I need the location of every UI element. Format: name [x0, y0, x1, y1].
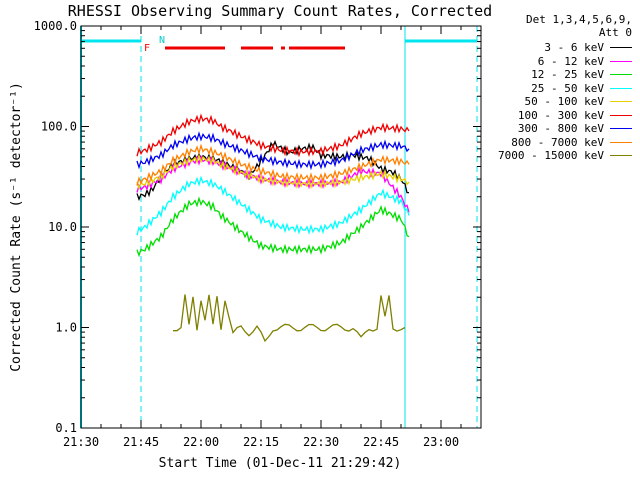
- legend-label: 50 - 100 keV: [524, 95, 604, 108]
- legend-swatch: [610, 128, 632, 129]
- legend-swatch: [610, 155, 632, 156]
- series-line-9: [173, 294, 406, 343]
- y-tick-label: 1000.0: [34, 19, 77, 33]
- legend-item: 25 - 50 keV: [531, 82, 632, 95]
- legend-swatch: [610, 141, 632, 143]
- legend-item: 12 - 25 keV: [531, 68, 632, 81]
- series-line-8: [136, 143, 410, 186]
- legend-swatch: [610, 114, 632, 116]
- legend-label: 7000 - 15000 keV: [498, 149, 604, 162]
- x-tick-label: 22:15: [243, 435, 279, 449]
- legend-label: 12 - 25 keV: [531, 68, 604, 81]
- series-line-4: [136, 175, 410, 236]
- legend-label: 300 - 800 keV: [517, 122, 604, 135]
- legend-item: 100 - 300 keV: [518, 109, 632, 122]
- legend-swatch: [610, 87, 632, 89]
- legend-item: 7000 - 15000 keV: [498, 149, 632, 162]
- series-line-5: [136, 153, 410, 191]
- legend-item: 50 - 100 keV: [525, 95, 632, 108]
- legend-label: 800 - 7000 keV: [511, 135, 604, 149]
- legend-label: 3 - 6 keV: [544, 41, 604, 54]
- x-tick-label: 22:45: [363, 435, 399, 449]
- legend-item: 6 - 12 keV: [538, 55, 632, 68]
- series-line-3: [136, 196, 410, 258]
- series-line-7: [136, 131, 410, 171]
- x-tick-label: 21:30: [63, 435, 99, 449]
- legend-header-line-2: Att 0: [598, 26, 632, 39]
- x-tick-label: 22:30: [303, 435, 339, 449]
- x-tick-label: 22:00: [183, 435, 219, 449]
- legend-item: 3 - 6 keV: [544, 41, 632, 54]
- legend-swatch: [610, 74, 632, 75]
- y-tick-label: 0.1: [55, 421, 77, 435]
- y-axis-label: Corrected Count Rate (s⁻¹ detector⁻¹): [9, 82, 24, 372]
- legend-swatch: [610, 47, 632, 48]
- legend-item: 300 - 800 keV: [518, 122, 632, 135]
- legend-header: Det 1,3,4,5,6,9, Att 0: [526, 13, 632, 39]
- series-line-6: [136, 113, 410, 158]
- marker-label-n: N: [159, 35, 165, 46]
- chart-title: RHESSI Observing Summary Count Rates, Co…: [68, 2, 492, 20]
- legend-swatch: [610, 60, 632, 62]
- legend-item: 800 - 7000 keV: [511, 136, 632, 149]
- legend-label: 6 - 12 keV: [537, 54, 604, 68]
- x-tick-label: 21:45: [123, 435, 159, 449]
- y-tick-label: 10.0: [48, 220, 77, 234]
- x-axis-label: Start Time (01-Dec-11 21:29:42): [159, 456, 402, 471]
- legend-label: 25 - 50 keV: [531, 81, 604, 95]
- y-tick-label: 100.0: [41, 120, 77, 134]
- y-tick-label: 1.0: [55, 321, 77, 335]
- x-tick-label: 23:00: [423, 435, 459, 449]
- legend-swatch: [610, 101, 632, 102]
- marker-label-f: F: [144, 43, 150, 54]
- legend-label: 100 - 300 keV: [517, 108, 604, 122]
- legend-header-line-1: Det 1,3,4,5,6,9,: [526, 13, 632, 26]
